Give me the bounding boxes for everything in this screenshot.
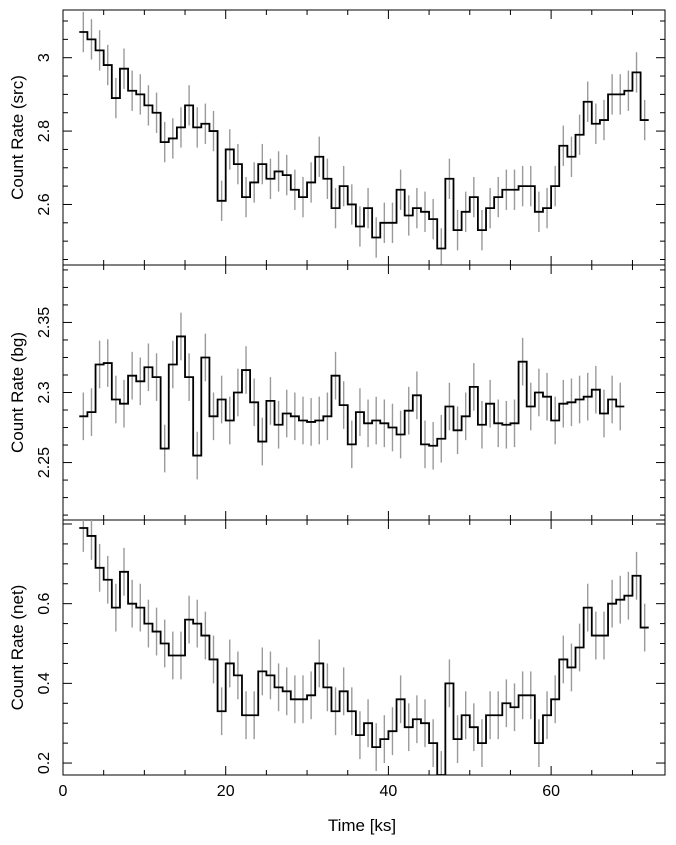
x-tick-label: 0: [59, 783, 68, 800]
y-tick-label: 3: [36, 53, 53, 62]
panel-3: 0.2 0.4 0.6 Count Rate (net): [8, 519, 666, 776]
plot-frame: [62, 519, 666, 776]
panel-2: 2.25 2.3 2.35 Count Rate (bg): [8, 264, 666, 521]
y-tick-label: 2.8: [36, 120, 53, 142]
panels: 2.6 2.8 3 Count Rate (src) 2.25 2.3 2.35 Count …: [8, 9, 666, 800]
y-tick-label: 0.6: [36, 592, 53, 614]
panel-1: 2.6 2.8 3 Count Rate (src): [8, 9, 666, 266]
y-tick-label: 2.25: [36, 447, 53, 478]
plot-frame: [62, 264, 666, 521]
y-axis-label: Count Rate (net): [8, 585, 27, 711]
y-axis-label: Count Rate (bg): [8, 332, 27, 453]
y-tick-label: 2.3: [36, 381, 53, 403]
y-tick-label: 0.2: [36, 752, 53, 774]
y-axis-label: Count Rate (src): [8, 75, 27, 200]
series-line: [79, 31, 649, 250]
series-line: [79, 527, 649, 775]
y-tick-label: 2.35: [36, 307, 53, 338]
y-tick-label: 0.4: [36, 672, 53, 694]
x-tick-label: 20: [217, 783, 235, 800]
series-line: [79, 335, 625, 457]
x-tick-label: 60: [542, 783, 560, 800]
y-tick-label: 2.6: [36, 193, 53, 215]
x-axis-label: Time [ks]: [328, 816, 396, 835]
x-tick-label: 40: [380, 783, 398, 800]
